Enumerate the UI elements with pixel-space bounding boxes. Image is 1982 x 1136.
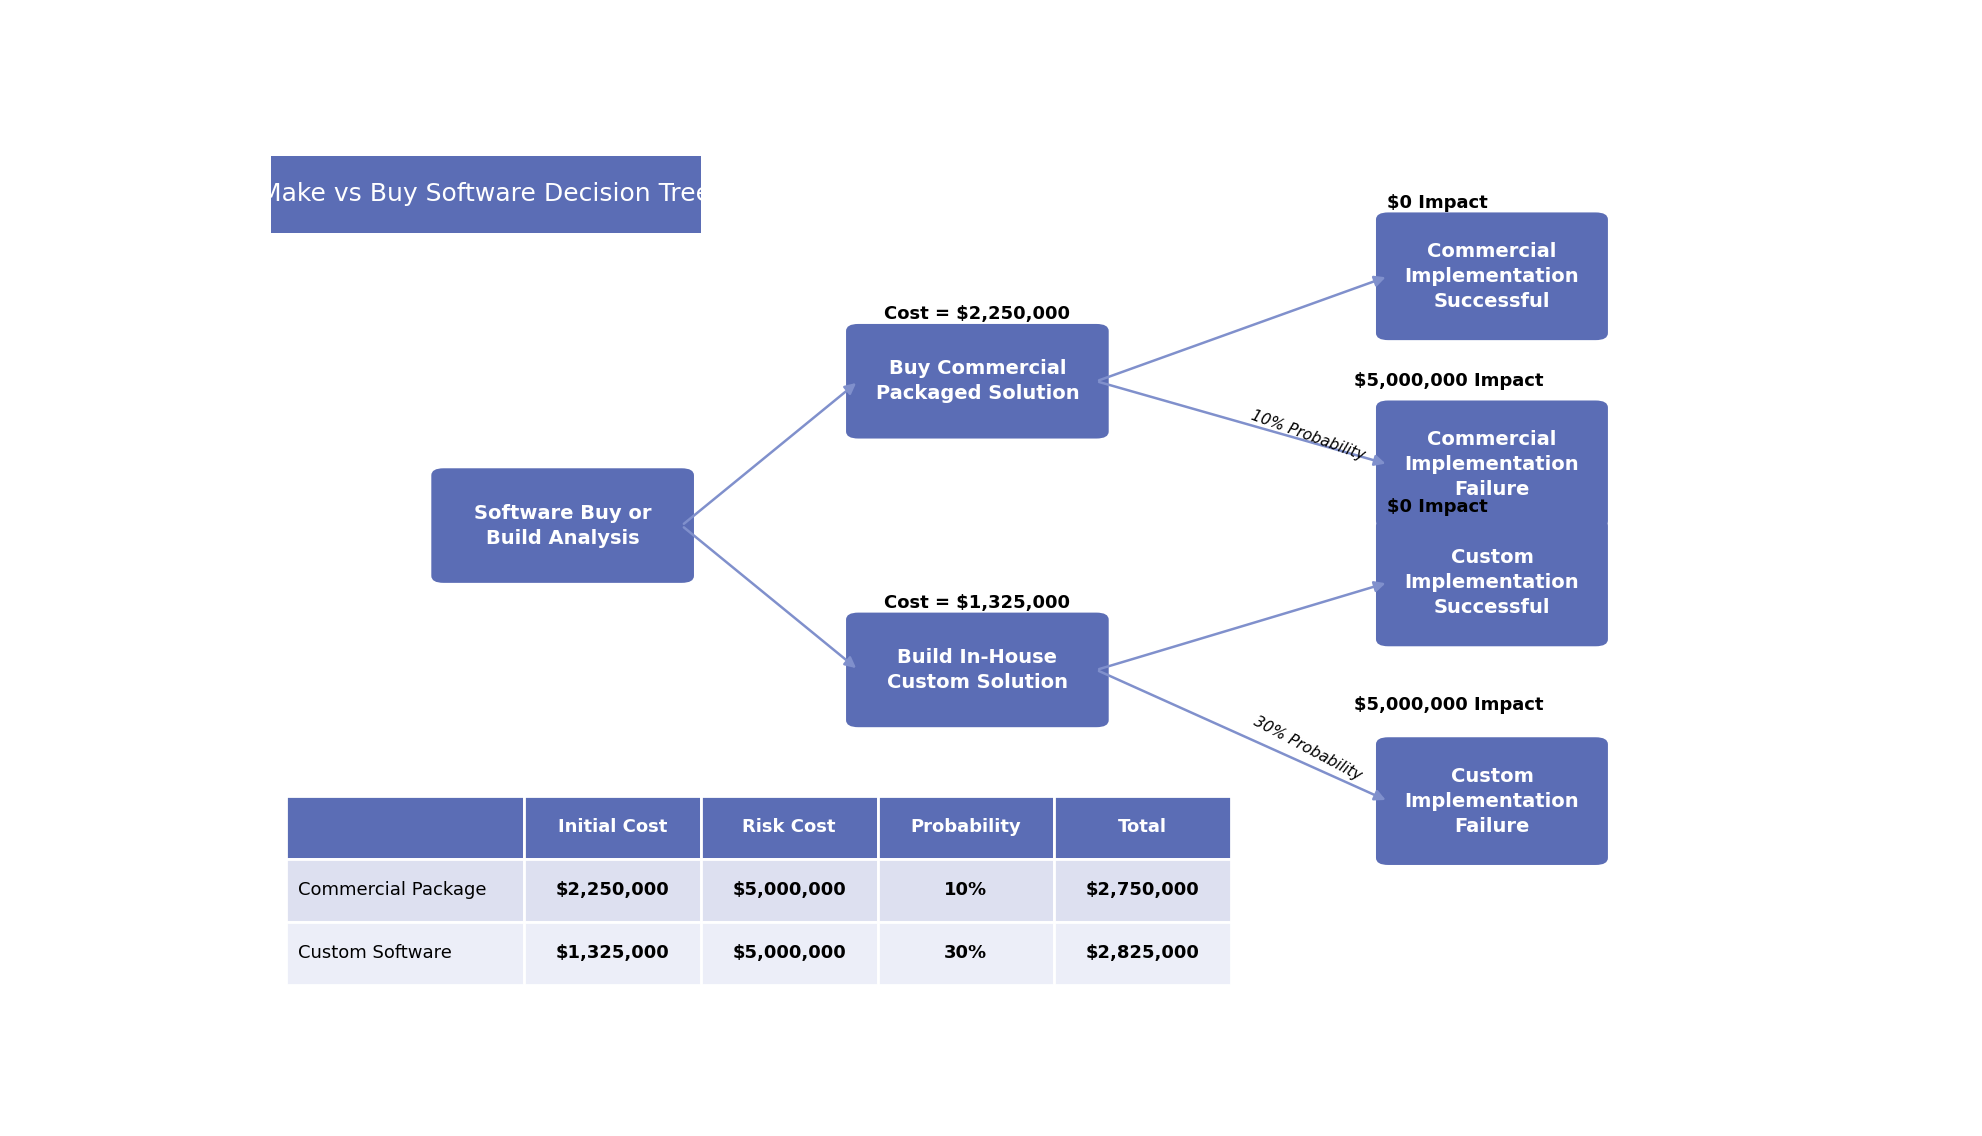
Text: 30%: 30% (943, 944, 987, 962)
FancyBboxPatch shape (285, 921, 523, 985)
Text: Build In-House
Custom Solution: Build In-House Custom Solution (886, 648, 1068, 692)
FancyBboxPatch shape (1054, 859, 1231, 921)
FancyBboxPatch shape (878, 921, 1054, 985)
FancyBboxPatch shape (702, 859, 878, 921)
Text: Cost = $1,325,000: Cost = $1,325,000 (884, 593, 1070, 611)
Text: Cost = $2,250,000: Cost = $2,250,000 (884, 304, 1070, 323)
FancyBboxPatch shape (1054, 796, 1231, 859)
Text: Custom
Implementation
Successful: Custom Implementation Successful (1405, 548, 1580, 617)
Text: Total: Total (1118, 818, 1167, 836)
Text: $5,000,000 Impact: $5,000,000 Impact (1354, 373, 1544, 391)
Text: $2,750,000: $2,750,000 (1086, 882, 1199, 900)
Text: $5,000,000: $5,000,000 (731, 882, 846, 900)
FancyBboxPatch shape (523, 859, 702, 921)
Text: Initial Cost: Initial Cost (557, 818, 668, 836)
Text: Buy Commercial
Packaged Solution: Buy Commercial Packaged Solution (876, 359, 1078, 403)
Text: Commercial Package: Commercial Package (299, 882, 488, 900)
Text: Commercial
Implementation
Failure: Commercial Implementation Failure (1405, 429, 1580, 499)
FancyBboxPatch shape (1054, 921, 1231, 985)
Text: $0 Impact: $0 Impact (1387, 499, 1488, 516)
Text: $1,325,000: $1,325,000 (555, 944, 670, 962)
FancyBboxPatch shape (432, 468, 694, 583)
FancyBboxPatch shape (523, 921, 702, 985)
Text: 10%: 10% (943, 882, 987, 900)
FancyBboxPatch shape (1376, 401, 1607, 528)
FancyBboxPatch shape (285, 859, 523, 921)
FancyBboxPatch shape (1376, 212, 1607, 340)
FancyBboxPatch shape (702, 921, 878, 985)
Text: Custom Software: Custom Software (299, 944, 452, 962)
FancyBboxPatch shape (846, 612, 1108, 727)
FancyBboxPatch shape (878, 859, 1054, 921)
FancyBboxPatch shape (846, 324, 1108, 438)
Text: 10% Probability: 10% Probability (1249, 408, 1368, 463)
FancyBboxPatch shape (1376, 737, 1607, 864)
FancyBboxPatch shape (285, 796, 523, 859)
Text: $5,000,000: $5,000,000 (731, 944, 846, 962)
Text: Custom
Implementation
Failure: Custom Implementation Failure (1405, 767, 1580, 836)
FancyBboxPatch shape (702, 796, 878, 859)
Text: Risk Cost: Risk Cost (743, 818, 836, 836)
Text: $2,250,000: $2,250,000 (555, 882, 670, 900)
Text: $5,000,000 Impact: $5,000,000 Impact (1354, 696, 1544, 713)
Text: $2,825,000: $2,825,000 (1086, 944, 1199, 962)
FancyBboxPatch shape (1376, 518, 1607, 646)
Text: Probability: Probability (910, 818, 1021, 836)
Text: Software Buy or
Build Analysis: Software Buy or Build Analysis (474, 503, 652, 548)
FancyBboxPatch shape (523, 796, 702, 859)
FancyBboxPatch shape (272, 156, 702, 233)
Text: Make vs Buy Software Decision Tree: Make vs Buy Software Decision Tree (260, 182, 712, 206)
Text: $0 Impact: $0 Impact (1387, 194, 1488, 211)
FancyBboxPatch shape (878, 796, 1054, 859)
Text: Commercial
Implementation
Successful: Commercial Implementation Successful (1405, 242, 1580, 311)
Text: 30% Probability: 30% Probability (1251, 713, 1364, 784)
